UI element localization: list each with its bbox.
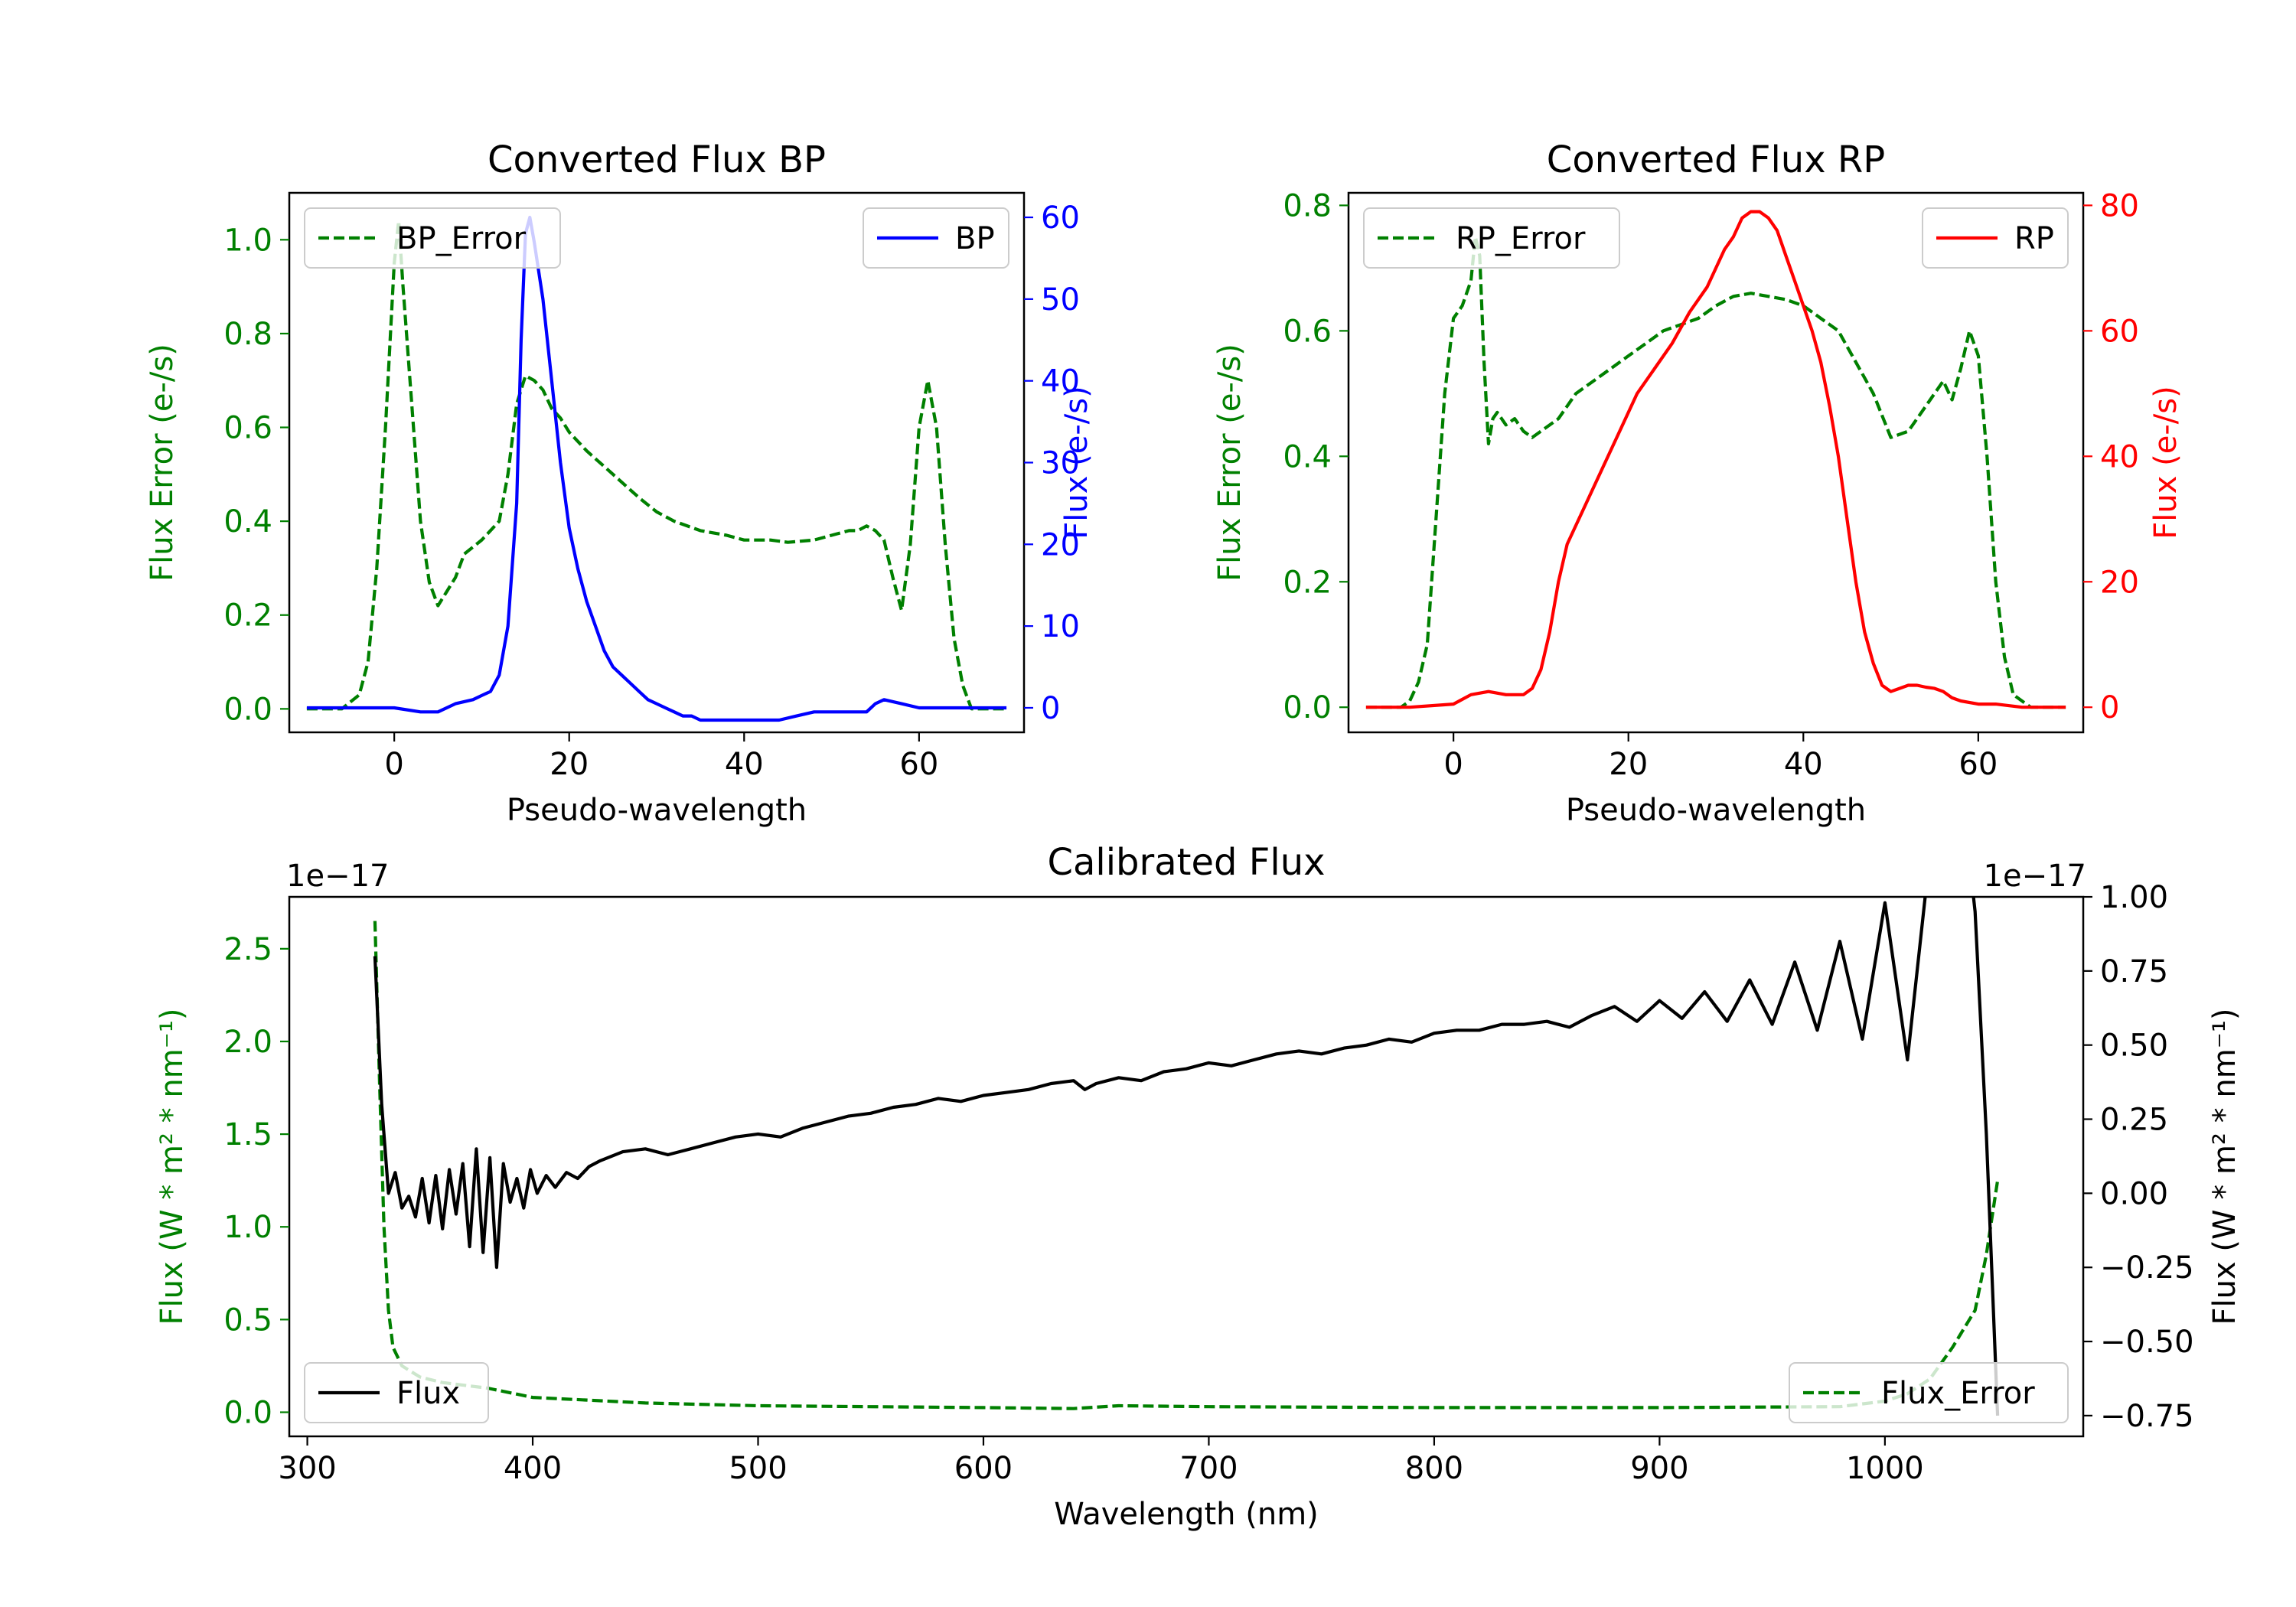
bp-series-bp <box>306 215 1007 722</box>
bp-ytick-left-label: 0.4 <box>223 504 272 539</box>
bp-ytick-right-label: 40 <box>1041 364 1080 399</box>
bp-ytick-left-label: 0.0 <box>223 692 272 727</box>
cal-ytick-right-label: −0.25 <box>2100 1250 2194 1286</box>
bp-xtick-label: 40 <box>725 747 764 782</box>
bp-xtick-label: 60 <box>899 747 938 782</box>
cal-y-axis-label-right: Flux (W * m² * nm⁻¹) <box>2207 1009 2242 1325</box>
rp-ytick-left-label: 0.0 <box>1283 690 1332 725</box>
bp-xtick-label: 20 <box>550 747 589 782</box>
cal-ytick-right-label: −0.50 <box>2100 1325 2194 1360</box>
chart-calibrated-panel: 300 400 500 600 700 800 900 1000 0.0 0.5 1.0 1.5 2.0… <box>155 841 2242 1532</box>
chart-bp-panel: 0 20 40 60 0.0 0.2 0.4 0.6 0.8 1.0 0 10 20 30 40 50 60 Co… <box>145 139 1094 828</box>
cal-xtick-label: 500 <box>729 1451 787 1486</box>
rp-ytick-left-label: 0.6 <box>1283 314 1332 349</box>
cal-xtick-label: 800 <box>1405 1451 1463 1486</box>
bp-ytick-left-label: 0.6 <box>223 411 272 446</box>
cal-series-flux-error <box>373 921 2000 1410</box>
cal-legend-flux-box <box>304 1362 489 1423</box>
rp-legend-main-label: RP <box>2014 221 2054 256</box>
cal-ytick-left-label: 2.0 <box>223 1025 272 1060</box>
chart-rp-panel: 0 20 40 60 0.0 0.2 0.4 0.6 0.8 0 20 40 60 80 Converted… <box>1212 139 2183 828</box>
bp-legend-main-label: BP <box>955 221 995 256</box>
rp-xtick-label: 60 <box>1958 747 1998 782</box>
cal-xtick-label: 300 <box>278 1451 336 1486</box>
cal-ytick-left-label: 2.5 <box>223 932 272 967</box>
cal-ytick-left-label: 0.5 <box>223 1302 272 1338</box>
rp-y-axis-label-right: Flux (e-/s) <box>2148 386 2183 539</box>
cal-chart-title: Calibrated Flux <box>1047 841 1325 884</box>
cal-xtick-label: 900 <box>1630 1451 1688 1486</box>
rp-legend-error: RP_Error <box>1363 207 1620 269</box>
rp-x-axis-label: Pseudo-wavelength <box>1566 793 1866 828</box>
bp-ytick-left-label: 1.0 <box>223 223 272 258</box>
cal-xtick-label: 600 <box>954 1451 1013 1486</box>
rp-ytick-left-label: 0.4 <box>1283 439 1332 474</box>
bp-series-bp-error <box>306 219 1007 711</box>
cal-legend-flux: Flux <box>304 1362 489 1423</box>
bp-legend-error: BP_Error <box>304 207 561 269</box>
bp-legend-error-label: BP_Error <box>396 221 527 256</box>
rp-xtick-label: 40 <box>1784 747 1823 782</box>
bp-ytick-left-label: 0.8 <box>223 317 272 352</box>
rp-y-axis-label-left: Flux Error (e-/s) <box>1212 344 1247 582</box>
rp-series-rp-error <box>1365 235 2066 709</box>
cal-legend-flux-label: Flux <box>396 1376 460 1411</box>
rp-ytick-left-label: 0.2 <box>1283 565 1332 600</box>
bp-ytick-right-label: 0 <box>1041 691 1060 726</box>
rp-xtick-label: 0 <box>1443 747 1463 782</box>
cal-ytick-right-label: 1.00 <box>2100 880 2168 915</box>
cal-axes-frame <box>288 895 2085 1438</box>
rp-ytick-right-label: 80 <box>2100 188 2139 223</box>
rp-xtick-label: 20 <box>1609 747 1648 782</box>
cal-ytick-right-label: −0.75 <box>2100 1399 2194 1434</box>
bp-ytick-right-label: 10 <box>1041 609 1080 644</box>
rp-chart-title: Converted Flux RP <box>1547 139 1885 181</box>
cal-ytick-left-label: 1.5 <box>223 1117 272 1152</box>
cal-ytick-right-label: 0.00 <box>2100 1176 2168 1211</box>
bp-ytick-right-label: 50 <box>1041 282 1080 318</box>
cal-ytick-right-label: 0.25 <box>2100 1103 2168 1138</box>
bp-y-axis-label-right: Flux (e-/s) <box>1059 386 1094 539</box>
bp-legend-main: BP <box>863 207 1009 269</box>
rp-legend-main: RP <box>1922 207 2069 269</box>
rp-ytick-right-label: 20 <box>2100 565 2139 600</box>
bp-legend-error-box <box>304 207 561 269</box>
cal-x-axis-label: Wavelength (nm) <box>1054 1497 1319 1532</box>
cal-legend-flux-error-label: Flux_Error <box>1881 1376 2035 1411</box>
rp-ytick-right-label: 40 <box>2100 439 2139 474</box>
rp-series-rp <box>1365 210 2066 709</box>
rp-legend-error-box <box>1363 207 1620 269</box>
cal-offset-left: 1e−17 <box>286 859 389 894</box>
cal-xtick-label: 400 <box>504 1451 562 1486</box>
cal-ytick-left-label: 1.0 <box>223 1210 272 1245</box>
cal-xtick-label: 700 <box>1179 1451 1238 1486</box>
cal-series-flux <box>373 897 2000 1416</box>
bp-ytick-right-label: 30 <box>1041 446 1080 481</box>
bp-chart-title: Converted Flux BP <box>488 139 826 181</box>
bp-ytick-left-label: 0.2 <box>223 598 272 634</box>
cal-ytick-right-label: 0.50 <box>2100 1028 2168 1064</box>
rp-ytick-right-label: 0 <box>2100 690 2119 725</box>
bp-x-axis-label: Pseudo-wavelength <box>507 793 807 828</box>
rp-ytick-left-label: 0.8 <box>1283 188 1332 223</box>
cal-legend-flux-error: Flux_Error <box>1789 1362 2069 1423</box>
bp-ytick-right-label: 20 <box>1041 527 1080 562</box>
rp-ytick-right-label: 60 <box>2100 314 2139 349</box>
bp-y-axis-label-left: Flux Error (e-/s) <box>145 344 180 582</box>
bp-xtick-label: 0 <box>384 747 403 782</box>
cal-y-axis-label-left: Flux (W * m² * nm⁻¹) <box>155 1009 190 1325</box>
rp-legend-error-label: RP_Error <box>1456 221 1586 256</box>
cal-legend-flux-error-box <box>1789 1362 2069 1423</box>
cal-xtick-label: 1000 <box>1846 1451 1924 1486</box>
cal-ytick-right-label: 0.75 <box>2100 954 2168 989</box>
cal-offset-right: 1e−17 <box>1984 859 2086 894</box>
cal-ytick-left-label: 0.0 <box>223 1396 272 1431</box>
bp-axes-frame <box>288 191 1026 734</box>
bp-ytick-right-label: 60 <box>1041 200 1080 236</box>
rp-axes-frame <box>1347 191 2085 734</box>
